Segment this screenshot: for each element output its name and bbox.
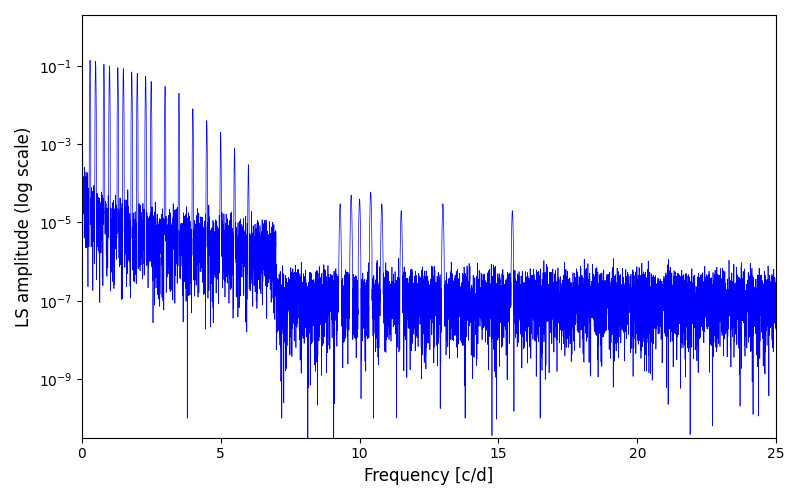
Y-axis label: LS amplitude (log scale): LS amplitude (log scale) xyxy=(15,126,33,326)
X-axis label: Frequency [c/d]: Frequency [c/d] xyxy=(364,467,494,485)
